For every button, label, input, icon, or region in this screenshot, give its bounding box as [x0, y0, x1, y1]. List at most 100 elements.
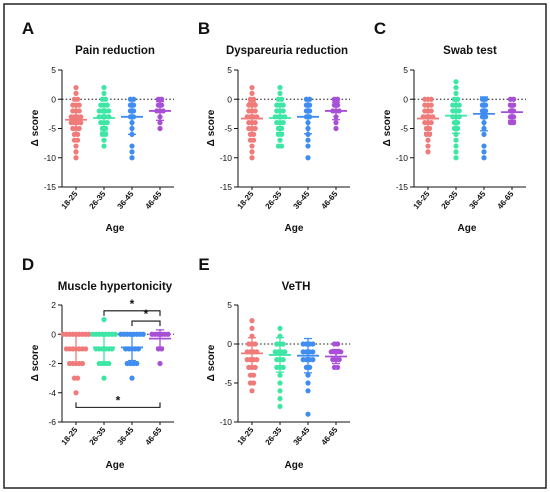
data-point [335, 96, 341, 102]
data-point [129, 143, 135, 149]
x-axis-label: Age [285, 460, 304, 471]
x-tick-label: 18-25 [411, 189, 431, 211]
significance-label: * [144, 307, 149, 321]
data-point [277, 84, 283, 91]
data-point [249, 155, 255, 161]
data-point [453, 143, 459, 149]
data-point [425, 143, 431, 149]
data-point [249, 149, 255, 155]
data-point [101, 84, 107, 91]
data-point [129, 155, 135, 161]
panel-letter: A [22, 19, 34, 38]
y-tick-label: -5 [48, 124, 56, 134]
data-point [75, 96, 81, 102]
data-point [333, 125, 339, 132]
y-axis-label: Δ score [30, 344, 41, 381]
x-tick-label: 26-35 [263, 189, 283, 211]
data-point [157, 125, 163, 132]
y-tick-label: -10 [220, 417, 233, 427]
data-point [157, 360, 163, 367]
data-point [129, 149, 135, 155]
x-tick-label: 36-45 [115, 425, 135, 447]
data-point [456, 108, 462, 114]
data-point [277, 372, 283, 378]
x-axis-label: Age [458, 223, 477, 234]
y-axis-label: Δ score [382, 109, 393, 146]
data-point [103, 96, 109, 102]
data-point [277, 396, 283, 402]
data-point [101, 137, 107, 143]
x-tick-label: 18-25 [59, 189, 79, 211]
data-point [425, 149, 431, 155]
data-point [280, 357, 286, 363]
data-point [249, 318, 255, 324]
y-tick-label: 2 [51, 300, 56, 310]
data-point [249, 84, 255, 91]
y-tick-label: -15 [396, 182, 409, 192]
panel-b: B Dyspareuria reduction 5 0 -5 -10 -15 Δ score A… [198, 19, 350, 234]
data-point [453, 79, 459, 85]
data-point [280, 120, 286, 126]
data-point [453, 84, 459, 91]
data-point [78, 114, 84, 120]
data-point [78, 120, 84, 126]
x-tick-label: 46-65 [143, 425, 163, 447]
x-axis-label: Age [106, 223, 125, 234]
data-point [456, 102, 462, 108]
data-point [252, 108, 258, 114]
data-point [305, 137, 311, 143]
significance-label: * [130, 297, 135, 311]
x-tick-label: 26-35 [87, 189, 107, 211]
y-tick-label: 0 [403, 94, 408, 104]
y-tick-label: 0 [227, 339, 232, 349]
data-point [305, 388, 311, 394]
y-tick-label: 0 [51, 329, 56, 339]
data-point [305, 143, 311, 149]
data-point [336, 357, 342, 363]
y-tick-label: 0 [51, 94, 56, 104]
y-tick-label: 5 [51, 65, 56, 75]
data-point [252, 341, 258, 347]
data-point [165, 331, 171, 337]
data-point [305, 155, 311, 161]
data-point [76, 125, 82, 132]
y-tick-label: -5 [224, 124, 232, 134]
data-point [101, 143, 107, 149]
data-point [335, 341, 341, 347]
data-point [249, 90, 255, 96]
data-point [129, 375, 135, 381]
x-tick-label: 18-25 [59, 425, 79, 447]
data-point [305, 411, 311, 417]
data-point [453, 155, 459, 161]
panel-letter: C [374, 19, 386, 38]
data-point [101, 317, 107, 323]
data-point [249, 143, 255, 149]
data-point [481, 149, 487, 155]
panel-title: Swab test [443, 45, 497, 57]
panel-c: C Swab test 5 0 -5 -10 -15 Δ score Age 18-25 26-35… [374, 19, 526, 234]
data-point [279, 143, 285, 149]
x-tick-label: 46-65 [319, 425, 339, 447]
panel-title: Muscle hypertonicity [58, 281, 173, 293]
y-axis-label: Δ score [30, 109, 41, 146]
data-point [453, 137, 459, 143]
data-point [310, 341, 316, 347]
data-point [101, 90, 107, 96]
y-tick-label: -4 [48, 388, 56, 398]
y-tick-label: -5 [224, 378, 232, 388]
data-point [282, 349, 288, 355]
x-tick-label: 36-45 [291, 189, 311, 211]
data-point [251, 96, 257, 102]
data-point [249, 325, 255, 331]
data-point [104, 120, 110, 126]
data-point [140, 331, 146, 337]
x-tick-label: 18-25 [235, 425, 255, 447]
panel-letter: B [198, 19, 210, 38]
y-tick-label: -10 [220, 153, 233, 163]
data-point [252, 125, 258, 132]
x-tick-label: 46-65 [143, 189, 163, 211]
y-tick-label: -10 [44, 153, 57, 163]
data-point [428, 108, 434, 114]
data-point [481, 143, 487, 149]
y-tick-label: -15 [44, 182, 57, 192]
